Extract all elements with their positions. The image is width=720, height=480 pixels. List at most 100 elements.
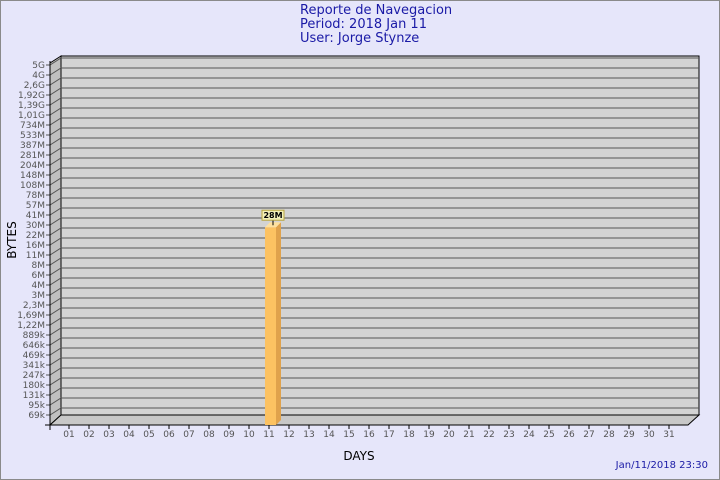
grid-line [46,227,699,236]
x-tick-label: 02 [83,430,94,440]
x-tick-label: 16 [363,430,375,440]
y-tick-label: 1,92G [18,91,45,101]
x-tick-label: 17 [383,430,394,440]
y-tick-label: 281M [20,151,45,161]
bar-side [276,222,281,425]
y-tick-label: 387M [20,141,45,151]
x-tick-label: 31 [663,430,674,440]
grid-line [46,327,699,336]
grid-line [46,267,699,276]
grid-line [46,347,699,356]
y-tick-label: 78M [26,191,45,201]
y-tick-label: 3M [32,291,46,301]
grid-line [46,337,699,346]
y-tick-label: 180k [23,381,46,391]
y-tick-label: 41M [26,211,45,221]
grid-line [46,97,699,106]
x-tick-label: 08 [203,430,215,440]
grid-line [46,187,699,196]
grid-line [46,87,699,96]
grid-line [46,177,699,186]
grid-line [46,357,699,366]
chart-period: Period: 2018 Jan 11 [300,17,427,32]
x-tick-label: 12 [283,430,294,440]
grid-line [46,197,699,206]
y-tick-label: 533M [20,131,45,141]
x-tick-label: 03 [103,430,114,440]
y-tick-label: 734M [20,121,45,131]
x-tick-label: 10 [243,430,255,440]
x-tick-label: 30 [643,430,655,440]
y-tick-label: 95k [28,401,45,411]
x-tick-label: 24 [523,430,535,440]
grid-line [46,257,699,266]
y-axis-label: BYTES [5,221,19,258]
y-tick-label: 2,6G [24,81,45,91]
grid-line [46,367,699,376]
grid-line [46,57,699,66]
y-tick-label: 889k [23,331,46,341]
x-axis-label: DAYS [343,449,374,463]
chart-title: Reporte de Navegacion [300,3,453,18]
x-tick-label: 21 [463,430,474,440]
grid-line [46,217,699,226]
x-tick-label: 15 [343,430,354,440]
x-tick-label: 11 [263,430,274,440]
timestamp: Jan/11/2018 23:30 [615,460,708,471]
grid-line [46,397,699,406]
data-label-box [261,209,285,221]
x-tick-label: 07 [183,430,194,440]
x-tick-label: 22 [483,430,494,440]
grid-line [46,407,699,416]
y-tick-label: 341k [23,361,46,371]
plot-floor [48,414,701,426]
x-tick-label: 13 [303,430,314,440]
y-tick-label: 204M [20,161,45,171]
y-tick-label: 247k [23,371,46,381]
grid-line [46,157,699,166]
y-tick-label: 6M [32,271,46,281]
grid-line [46,247,699,256]
y-tick-label: 148M [20,171,45,181]
grid-line [46,207,699,216]
grid-line [46,117,699,126]
grid-line [46,137,699,146]
x-tick-label: 14 [323,430,335,440]
x-tick-label: 27 [583,430,594,440]
y-tick-label: 69k [28,411,45,421]
x-tick-label: 09 [223,430,235,440]
y-tick-label: 2,3M [23,301,45,311]
x-tick-label: 26 [563,430,575,440]
grid-line [46,107,699,116]
grid-line [46,287,699,296]
grid-line [46,147,699,156]
grid-line [46,67,699,76]
x-tick-label: 19 [423,430,435,440]
grid-line [46,377,699,386]
grid-line [46,77,699,86]
y-tick-label: 1,69M [17,311,45,321]
y-tick-label: 16M [26,241,45,251]
grid-line [46,317,699,326]
x-tick-label: 29 [623,430,635,440]
bar [265,227,276,425]
grid-line [46,387,699,396]
grid-line [46,307,699,316]
x-tick-label: 04 [123,430,135,440]
x-tick-label: 06 [163,430,175,440]
x-tick-label: 05 [143,430,154,440]
grid-line [46,237,699,246]
x-tick-label: 20 [443,430,455,440]
x-tick-label: 28 [603,430,615,440]
x-tick-label: 25 [543,430,554,440]
y-tick-label: 22M [26,231,45,241]
y-tick-label: 5G [32,61,45,71]
x-tick-label: 23 [503,430,514,440]
y-tick-label: 646k [23,341,46,351]
y-tick-label: 4G [32,71,45,81]
grid-line [46,167,699,176]
y-tick-label: 11M [26,251,45,261]
y-tick-label: 1,22M [17,321,45,331]
y-tick-label: 131k [23,391,46,401]
